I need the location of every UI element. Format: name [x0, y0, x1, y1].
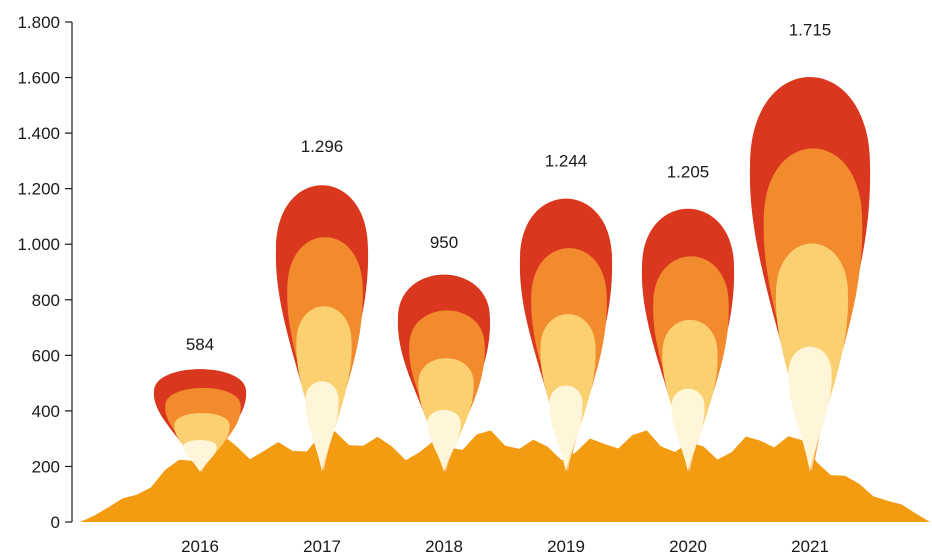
x-tick-label-2020: 2020: [669, 537, 707, 556]
flame-core: [788, 346, 832, 472]
data-label-2016: 584: [186, 335, 214, 354]
flame-bar-2017: [275, 185, 369, 472]
data-label-2018: 950: [430, 233, 458, 252]
y-tick-label: 600: [32, 346, 60, 365]
x-axis-labels: 2016 2017 2018 2019 2020 2021: [181, 537, 829, 556]
fire-ground: [80, 430, 930, 522]
y-axis: 0 200 400 600 800 1.000 1.200 1.400 1.600 1.800: [17, 13, 73, 532]
data-label-2017: 1.296: [301, 137, 344, 156]
flame-bars: [153, 76, 871, 473]
flame-bar-2021: [749, 76, 871, 473]
flame-bar-2019: [519, 198, 613, 472]
y-tick-label: 200: [32, 457, 60, 476]
y-tick-label: 1.400: [17, 124, 60, 143]
data-label-2021: 1.715: [789, 21, 832, 40]
x-tick-label-2019: 2019: [547, 537, 585, 556]
data-label-2020: 1.205: [667, 162, 710, 181]
flame-bar-2018: [397, 274, 491, 472]
flame-core: [305, 381, 339, 472]
y-tick-label: 1.000: [17, 235, 60, 254]
x-tick-label-2017: 2017: [303, 537, 341, 556]
flame-core: [549, 385, 583, 472]
data-labels: 584 1.296 950 1.244 1.205 1.715: [186, 21, 831, 354]
flame-bar-2016: [153, 369, 247, 472]
y-tick-label: 400: [32, 402, 60, 421]
flame-core: [671, 388, 705, 472]
data-label-2019: 1.244: [545, 151, 588, 170]
y-tick-label: 1.200: [17, 180, 60, 199]
flame-core: [183, 440, 217, 472]
x-tick-label-2021: 2021: [791, 537, 829, 556]
y-tick-label: 0: [51, 513, 60, 532]
flame-core: [427, 409, 461, 472]
y-tick-label: 800: [32, 291, 60, 310]
x-tick-label-2016: 2016: [181, 537, 219, 556]
x-tick-label-2018: 2018: [425, 537, 463, 556]
ground-flames: [80, 430, 930, 522]
y-tick-label: 1.800: [17, 13, 60, 32]
y-tick-label: 1.600: [17, 69, 60, 88]
flame-bar-2020: [641, 208, 735, 473]
